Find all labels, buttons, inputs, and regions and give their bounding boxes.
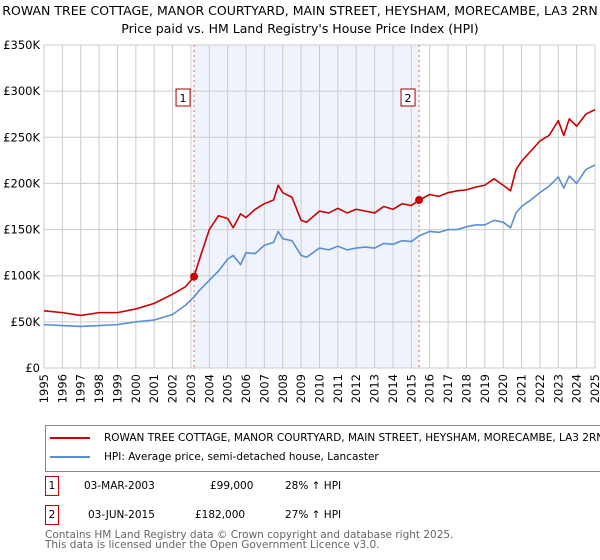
transaction-price: £182,000 (195, 509, 246, 521)
x-tick-label: 2010 (313, 374, 327, 403)
y-tick-label: £300K (3, 84, 40, 98)
annotation-label: 1 (180, 92, 187, 105)
x-tick-label: 2003 (184, 374, 198, 403)
x-tick-label: 2017 (441, 374, 455, 403)
x-tick-label: 2020 (496, 374, 510, 403)
x-tick-label: 2001 (147, 374, 161, 403)
x-tick-label: 2008 (276, 374, 290, 403)
legend: ROWAN TREE COTTAGE, MANOR COURTYARD, MAI… (45, 425, 600, 472)
series-line (43, 108, 596, 317)
x-tick-label: 2012 (349, 374, 363, 403)
x-tick-label: 2013 (368, 374, 382, 403)
footer-licence: This data is licensed under the Open Gov… (45, 539, 380, 551)
series-line (43, 164, 596, 328)
y-tick-label: £350K (3, 38, 40, 52)
y-tick-label: £100K (3, 269, 40, 283)
x-tick-label: 1999 (110, 374, 124, 403)
x-tick-label: 2014 (386, 374, 400, 403)
x-tick-label: 2011 (331, 374, 345, 403)
x-tick-label: 2004 (202, 374, 216, 403)
x-tick-label: 2000 (129, 374, 143, 403)
legend-item-property: ROWAN TREE COTTAGE, MANOR COURTYARD, MAI… (46, 429, 600, 447)
annotation-box (175, 88, 191, 107)
x-tick-label: 2022 (533, 374, 547, 403)
y-tick-label: £0 (25, 361, 40, 375)
footer-copyright: Contains HM Land Registry data © Crown c… (45, 529, 454, 541)
x-tick-label: 2005 (221, 374, 235, 403)
transaction-marker: 2 (45, 505, 59, 525)
transaction-hpi: 27% ↑ HPI (285, 509, 342, 521)
transaction-date: 03-JUN-2015 (88, 509, 155, 521)
x-tick-label: 2021 (515, 374, 529, 403)
x-tick-label: 2016 (423, 374, 437, 403)
y-tick-label: £150K (3, 223, 40, 237)
x-tick-label: 1996 (55, 374, 69, 403)
x-tick-label: 2007 (257, 374, 271, 403)
y-tick-label: £250K (3, 130, 40, 144)
x-tick-label: 2025 (588, 374, 600, 403)
shaded-period (194, 45, 420, 368)
x-tick-label: 2006 (239, 374, 253, 403)
transaction-hpi: 28% ↑ HPI (285, 480, 342, 492)
x-tick-label: 1995 (37, 374, 51, 403)
transaction-point (415, 196, 424, 205)
x-tick-label: 2009 (294, 374, 308, 403)
x-tick-label: 2018 (459, 374, 473, 403)
x-tick-label: 2015 (404, 374, 418, 403)
x-tick-label: 2023 (551, 374, 565, 403)
x-tick-label: 1998 (92, 374, 106, 403)
x-tick-label: 2002 (166, 374, 180, 403)
chart-subtitle: Price paid vs. HM Land Registry's House … (121, 21, 479, 36)
transaction-price: £99,000 (210, 480, 254, 492)
footer: Contains HM Land Registry data © Crown c… (45, 529, 454, 551)
x-tick-label: 2024 (570, 374, 584, 403)
x-tick-label: 1997 (74, 374, 88, 403)
chart-title: ROWAN TREE COTTAGE, MANOR COURTYARD, MAI… (2, 3, 598, 18)
x-tick-label: 2019 (478, 374, 492, 403)
transaction-date: 03-MAR-2003 (84, 480, 155, 492)
annotation-box (400, 88, 416, 107)
y-tick-label: £200K (3, 176, 40, 190)
legend-label: ROWAN TREE COTTAGE, MANOR COURTYARD, MAI… (104, 432, 600, 444)
legend-item-hpi: HPI: Average price, semi-detached house,… (46, 448, 379, 466)
transaction-point (190, 272, 199, 281)
y-tick-label: £50K (11, 315, 41, 329)
legend-swatch (50, 437, 90, 439)
annotation-label: 2 (405, 92, 412, 105)
legend-swatch (50, 456, 90, 458)
transaction-marker: 1 (45, 476, 59, 496)
price-chart: £0 £50K £100K £150K £200K £250K £300K £350K 1995… (3, 38, 600, 403)
legend-label: HPI: Average price, semi-detached house,… (104, 451, 379, 463)
